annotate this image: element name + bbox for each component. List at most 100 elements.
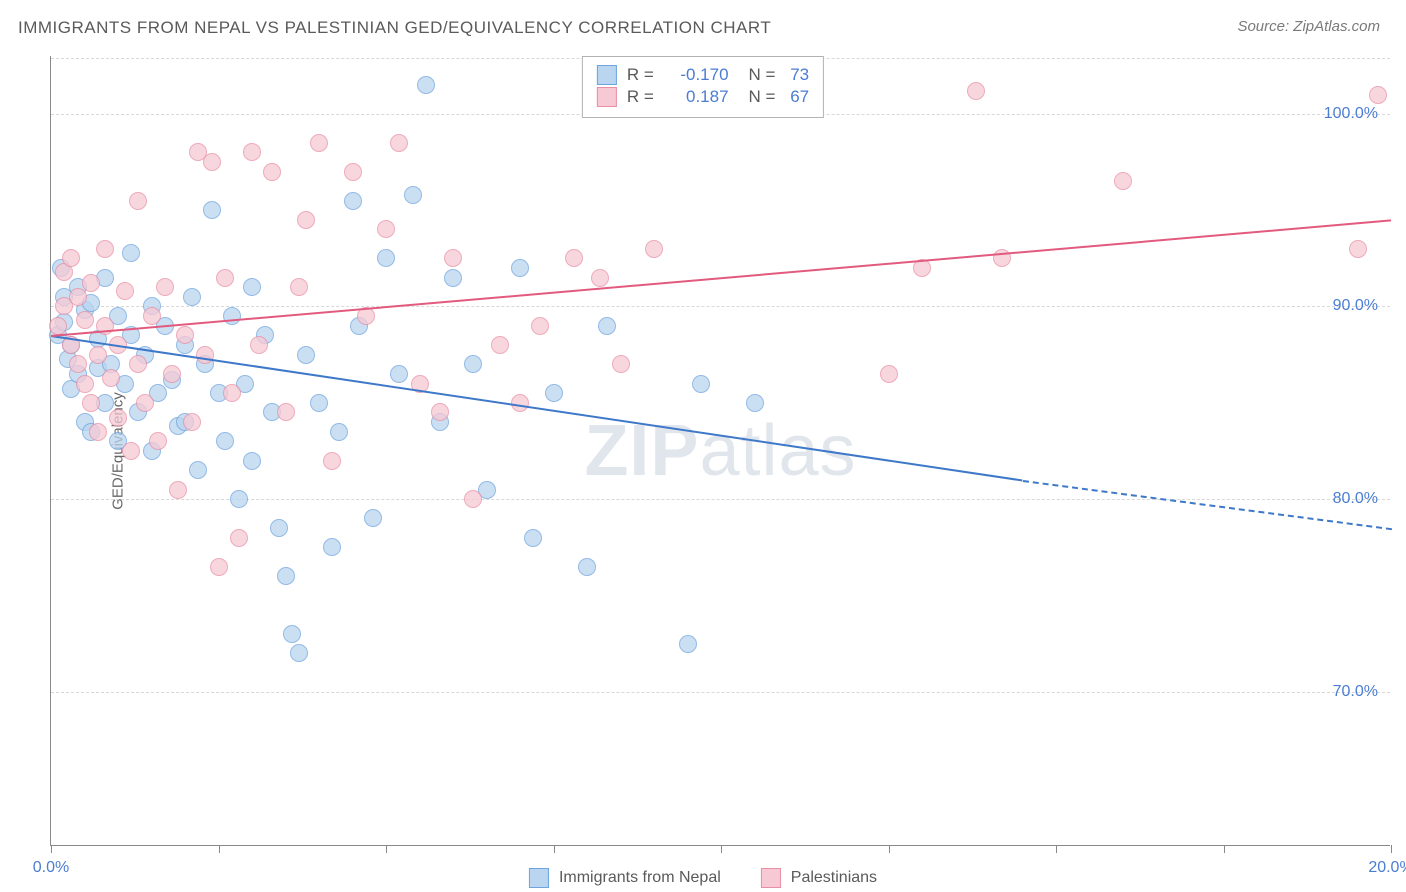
scatter-point [679,635,697,653]
legend-r-label: R = [627,87,659,107]
scatter-point [89,423,107,441]
scatter-point [364,509,382,527]
x-tick [554,845,555,853]
scatter-point [565,249,583,267]
scatter-point [109,409,127,427]
scatter-point [377,249,395,267]
scatter-point [491,336,509,354]
scatter-point [210,558,228,576]
gridline-h [51,499,1390,500]
scatter-point [598,317,616,335]
scatter-point [203,201,221,219]
scatter-point [183,413,201,431]
scatter-point [143,307,161,325]
scatter-point [136,394,154,412]
scatter-point [323,452,341,470]
legend-r-value: -0.170 [669,65,729,85]
legend-swatch [529,868,549,888]
scatter-point [377,220,395,238]
scatter-point [645,240,663,258]
legend-series: Immigrants from Nepal Palestinians [529,868,877,888]
scatter-point [390,134,408,152]
scatter-point [203,153,221,171]
scatter-point [122,244,140,262]
scatter-point [746,394,764,412]
scatter-point [880,365,898,383]
scatter-point [129,355,147,373]
scatter-point [310,394,328,412]
scatter-point [243,143,261,161]
scatter-point [176,326,194,344]
scatter-point [297,346,315,364]
legend-item: Palestinians [761,868,877,888]
legend-row: R = 0.187 N = 67 [597,87,809,107]
scatter-point [69,355,87,373]
scatter-point [277,567,295,585]
x-tick [721,845,722,853]
scatter-point [76,311,94,329]
scatter-point [277,403,295,421]
scatter-point [578,558,596,576]
scatter-point [1369,86,1387,104]
x-tick-label: 0.0% [33,859,69,877]
scatter-point [156,278,174,296]
scatter-point [89,346,107,364]
x-tick [386,845,387,853]
y-tick-label: 90.0% [1333,297,1378,315]
legend-swatch [597,65,617,85]
gridline-h [51,692,1390,693]
scatter-point [163,365,181,383]
x-tick [219,845,220,853]
scatter-point [129,192,147,210]
source-label: Source: ZipAtlas.com [1237,18,1380,35]
gridline-h [51,306,1390,307]
x-tick [1056,845,1057,853]
scatter-point [82,394,100,412]
legend-label: Immigrants from Nepal [559,869,721,887]
plot-area: ZIPatlas GED/Equivalency 70.0%80.0%90.0%… [50,56,1390,846]
legend-r-label: R = [627,65,659,85]
scatter-point [243,278,261,296]
scatter-point [444,249,462,267]
scatter-point [612,355,630,373]
scatter-point [692,375,710,393]
scatter-point [82,274,100,292]
scatter-point [243,452,261,470]
scatter-point [149,432,167,450]
scatter-point [96,240,114,258]
scatter-point [464,355,482,373]
chart-title: IMMIGRANTS FROM NEPAL VS PALESTINIAN GED… [18,18,771,38]
legend-swatch [597,87,617,107]
x-tick [1391,845,1392,853]
scatter-point [102,369,120,387]
x-tick [51,845,52,853]
scatter-point [591,269,609,287]
scatter-point [290,644,308,662]
scatter-point [263,163,281,181]
scatter-point [323,538,341,556]
y-tick-label: 80.0% [1333,490,1378,508]
x-tick-label: 20.0% [1368,859,1406,877]
scatter-point [230,529,248,547]
y-tick-label: 100.0% [1324,105,1378,123]
scatter-point [250,336,268,354]
scatter-point [270,519,288,537]
legend-swatch [761,868,781,888]
scatter-point [524,529,542,547]
scatter-point [344,192,362,210]
scatter-point [344,163,362,181]
scatter-point [189,461,207,479]
scatter-point [967,82,985,100]
scatter-point [1349,240,1367,258]
legend-item: Immigrants from Nepal [529,868,721,888]
x-tick [1224,845,1225,853]
scatter-point [216,269,234,287]
scatter-point [464,490,482,508]
legend-n-label: N = [749,65,781,85]
legend-r-value: 0.187 [669,87,729,107]
scatter-point [545,384,563,402]
scatter-point [230,490,248,508]
scatter-point [122,442,140,460]
scatter-point [49,317,67,335]
scatter-point [290,278,308,296]
